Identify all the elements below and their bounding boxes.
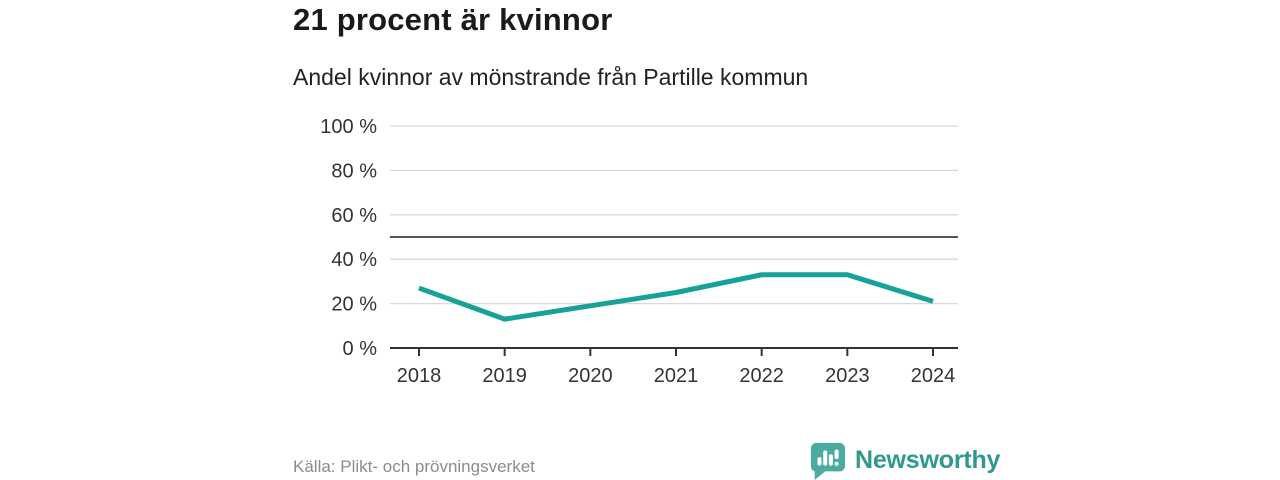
y-tick-label: 20 %: [331, 294, 377, 316]
x-tick-label: 2023: [825, 365, 870, 387]
data-line-andel-kvinnor: [418, 272, 934, 322]
y-tick-label: 80 %: [331, 160, 377, 182]
newsworthy-logo: Newsworthy: [808, 440, 1000, 480]
y-tick-label: 100 %: [320, 116, 377, 138]
y-tick-label: 60 %: [331, 205, 377, 227]
page-title: 21 procent är kvinnor: [293, 2, 613, 37]
x-tick-label: 2019: [482, 365, 526, 387]
x-tick-label: 2018: [397, 365, 442, 387]
bar-chart-speech-bubble-icon: [810, 442, 846, 480]
line-chart: 0 % 20 % 40 % 60 % 80 % 100 % 2018 2019 2020 2021…: [320, 116, 958, 387]
x-tick-label: 2020: [568, 365, 613, 387]
x-tick-label: 2022: [739, 365, 784, 387]
source-note: Källa: Plikt- och prövningsverket: [293, 457, 535, 476]
y-tick-label: 40 %: [331, 249, 377, 271]
x-tick-label: 2021: [654, 365, 699, 387]
logo-text: Newsworthy: [855, 445, 1001, 474]
y-tick-label: 0 %: [343, 338, 378, 360]
x-tick-label: 2024: [911, 365, 956, 387]
chart-subtitle: Andel kvinnor av mönstrande från Partill…: [293, 64, 809, 90]
